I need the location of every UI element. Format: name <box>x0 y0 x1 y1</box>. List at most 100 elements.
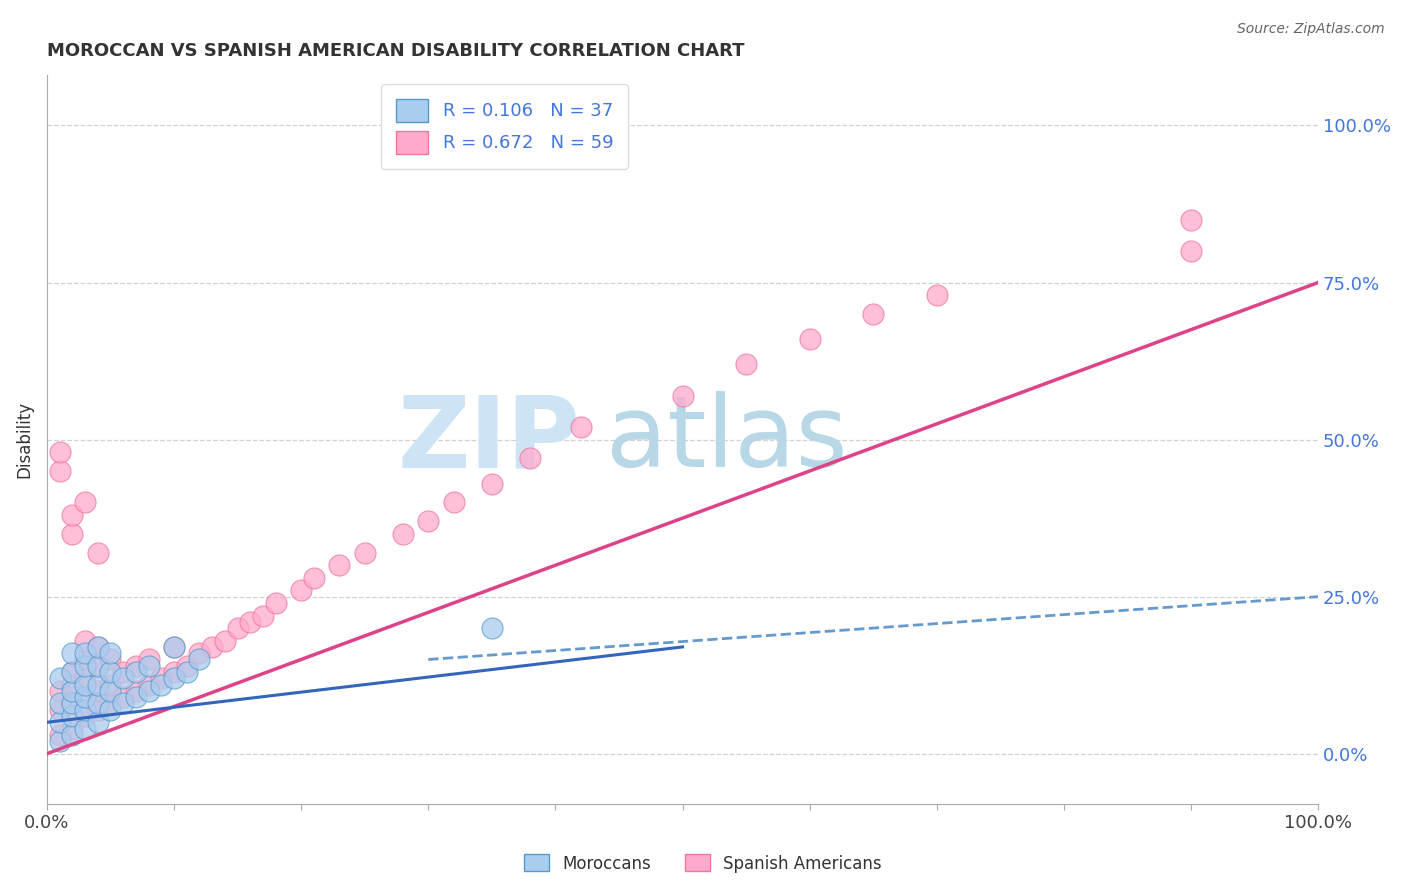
Point <box>73 633 96 648</box>
Point <box>87 684 110 698</box>
Point <box>125 665 148 679</box>
Point <box>87 697 110 711</box>
Point <box>481 476 503 491</box>
Point <box>188 652 211 666</box>
Point <box>1180 244 1202 259</box>
Point <box>48 697 70 711</box>
Point <box>100 646 122 660</box>
Point <box>100 652 122 666</box>
Point <box>48 671 70 685</box>
Point <box>60 646 83 660</box>
Point <box>73 652 96 666</box>
Point <box>73 703 96 717</box>
Point <box>73 671 96 685</box>
Point <box>150 678 173 692</box>
Point <box>60 526 83 541</box>
Point <box>100 678 122 692</box>
Point <box>112 697 135 711</box>
Point <box>671 389 693 403</box>
Point <box>73 658 96 673</box>
Point <box>328 558 350 573</box>
Point <box>87 678 110 692</box>
Point <box>735 357 758 371</box>
Text: atlas: atlas <box>606 391 848 488</box>
Point <box>87 658 110 673</box>
Point <box>290 583 312 598</box>
Point <box>214 633 236 648</box>
Point <box>100 684 122 698</box>
Point <box>60 709 83 723</box>
Point <box>48 728 70 742</box>
Point <box>87 640 110 654</box>
Point <box>138 684 160 698</box>
Point <box>60 684 83 698</box>
Point <box>73 646 96 660</box>
Point <box>112 690 135 705</box>
Point <box>73 709 96 723</box>
Point <box>125 684 148 698</box>
Point <box>125 658 148 673</box>
Point <box>87 640 110 654</box>
Point <box>112 665 135 679</box>
Y-axis label: Disability: Disability <box>15 401 32 478</box>
Point <box>48 684 70 698</box>
Legend: Moroccans, Spanish Americans: Moroccans, Spanish Americans <box>517 847 889 880</box>
Point <box>60 678 83 692</box>
Point <box>201 640 224 654</box>
Point <box>799 332 821 346</box>
Point <box>392 526 415 541</box>
Point <box>302 571 325 585</box>
Point <box>73 495 96 509</box>
Text: Source: ZipAtlas.com: Source: ZipAtlas.com <box>1237 22 1385 37</box>
Point <box>100 665 122 679</box>
Point <box>60 697 83 711</box>
Point <box>60 728 83 742</box>
Point <box>60 508 83 522</box>
Point <box>176 665 198 679</box>
Point <box>60 722 83 736</box>
Point <box>138 678 160 692</box>
Point <box>519 451 541 466</box>
Point <box>87 658 110 673</box>
Point <box>862 307 884 321</box>
Point <box>60 697 83 711</box>
Legend: R = 0.106   N = 37, R = 0.672   N = 59: R = 0.106 N = 37, R = 0.672 N = 59 <box>381 84 627 169</box>
Point <box>188 646 211 660</box>
Point <box>163 671 186 685</box>
Point <box>48 703 70 717</box>
Point <box>73 722 96 736</box>
Text: ZIP: ZIP <box>398 391 581 488</box>
Point <box>418 514 440 528</box>
Point <box>163 640 186 654</box>
Point <box>73 690 96 705</box>
Point <box>87 703 110 717</box>
Point <box>264 596 287 610</box>
Point <box>112 671 135 685</box>
Text: MOROCCAN VS SPANISH AMERICAN DISABILITY CORRELATION CHART: MOROCCAN VS SPANISH AMERICAN DISABILITY … <box>46 42 744 60</box>
Point <box>73 690 96 705</box>
Point <box>163 640 186 654</box>
Point <box>73 678 96 692</box>
Point <box>163 665 186 679</box>
Point <box>226 621 249 635</box>
Point <box>569 420 592 434</box>
Point <box>176 658 198 673</box>
Point <box>48 734 70 748</box>
Point <box>125 690 148 705</box>
Point <box>100 697 122 711</box>
Point <box>353 546 375 560</box>
Point <box>481 621 503 635</box>
Point <box>150 671 173 685</box>
Point <box>138 652 160 666</box>
Point <box>100 703 122 717</box>
Point <box>138 658 160 673</box>
Point <box>443 495 465 509</box>
Point <box>60 665 83 679</box>
Point <box>87 546 110 560</box>
Point <box>87 715 110 730</box>
Point <box>60 665 83 679</box>
Point <box>925 288 948 302</box>
Point <box>239 615 262 629</box>
Point <box>48 715 70 730</box>
Point <box>1180 212 1202 227</box>
